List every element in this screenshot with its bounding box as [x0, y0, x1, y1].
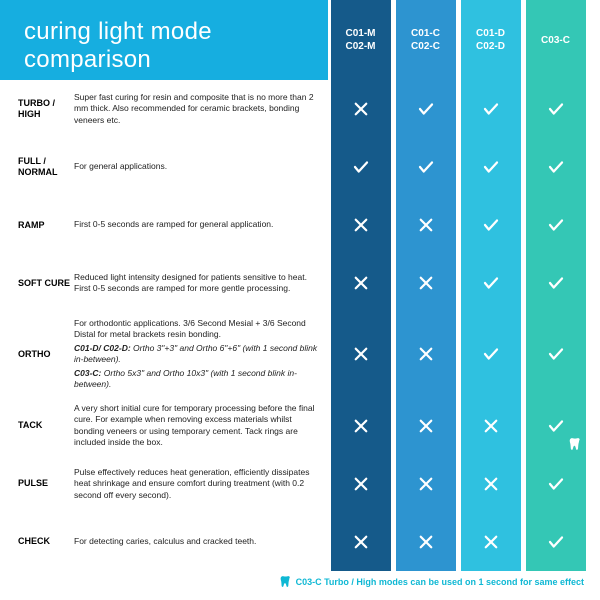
tooth-icon [568, 437, 582, 451]
cell-softcure-c01c [396, 254, 456, 312]
cell-ramp-c01c [396, 196, 456, 254]
cell-turbo-c01m [331, 80, 391, 138]
cell-tack-c01c [396, 397, 456, 455]
table-row: FULL / NORMALFor general applications. [0, 138, 588, 196]
cell-full-c01d [461, 138, 521, 196]
page-title: curing light mode comparison [0, 0, 328, 80]
cell-ramp-c01d [461, 196, 521, 254]
comparison-table: TURBO / HIGHSuper fast curing for resin … [0, 80, 600, 571]
cell-ortho-c01c [396, 312, 456, 397]
cell-turbo-c01c [396, 80, 456, 138]
row-desc-full: For general applications. [70, 138, 328, 196]
table-row: TURBO / HIGHSuper fast curing for resin … [0, 80, 588, 138]
cell-softcure-c03c [526, 254, 586, 312]
row-label-turbo: TURBO / HIGH [0, 80, 70, 138]
cell-pulse-c01m [331, 455, 391, 513]
row-label-pulse: PULSE [0, 455, 70, 513]
footer-text: C03-C Turbo / High modes can be used on … [296, 577, 584, 587]
row-desc-softcure: Reduced light intensity designed for pat… [70, 254, 328, 312]
row-label-full: FULL / NORMAL [0, 138, 70, 196]
row-label-tack: TACK [0, 397, 70, 455]
cell-ramp-c03c [526, 196, 586, 254]
table-row: PULSEPulse effectively reduces heat gene… [0, 455, 588, 513]
cell-full-c01m [331, 138, 391, 196]
table-row: SOFT CUREReduced light intensity designe… [0, 254, 588, 312]
cell-tack-c01d [461, 397, 521, 455]
cell-tack-c03c [526, 397, 586, 455]
cell-check-c01c [396, 513, 456, 571]
cell-softcure-c01m [331, 254, 391, 312]
column-header-c01c: C01-CC02-C [396, 0, 456, 80]
column-header-c01m: C01-MC02-M [331, 0, 391, 80]
row-desc-tack: A very short initial cure for temporary … [70, 397, 328, 455]
cell-softcure-c01d [461, 254, 521, 312]
cell-pulse-c03c [526, 455, 586, 513]
column-header-c03c: C03-C [526, 0, 586, 80]
cell-ortho-c01d [461, 312, 521, 397]
tooth-icon [279, 575, 292, 590]
cell-tack-c01m [331, 397, 391, 455]
row-label-softcure: SOFT CURE [0, 254, 70, 312]
header: curing light mode comparison C01-MC02-MC… [0, 0, 600, 80]
row-label-ramp: RAMP [0, 196, 70, 254]
cell-ortho-c03c [526, 312, 586, 397]
row-label-check: CHECK [0, 513, 70, 571]
cell-full-c01c [396, 138, 456, 196]
cell-turbo-c03c [526, 80, 586, 138]
table-row: CHECKFor detecting caries, calculus and … [0, 513, 588, 571]
row-desc-ortho: For orthodontic applications. 3/6 Second… [70, 312, 328, 397]
column-header-c01d: C01-DC02-D [461, 0, 521, 80]
table-row: ORTHOFor orthodontic applications. 3/6 S… [0, 312, 588, 397]
cell-ortho-c01m [331, 312, 391, 397]
cell-check-c03c [526, 513, 586, 571]
cell-ramp-c01m [331, 196, 391, 254]
cell-check-c01d [461, 513, 521, 571]
table-row: RAMPFirst 0-5 seconds are ramped for gen… [0, 196, 588, 254]
cell-full-c03c [526, 138, 586, 196]
cell-pulse-c01c [396, 455, 456, 513]
row-desc-check: For detecting caries, calculus and crack… [70, 513, 328, 571]
footer-note: C03-C Turbo / High modes can be used on … [0, 571, 600, 596]
cell-turbo-c01d [461, 80, 521, 138]
row-desc-turbo: Super fast curing for resin and composit… [70, 80, 328, 138]
table-row: TACKA very short initial cure for tempor… [0, 397, 588, 455]
row-label-ortho: ORTHO [0, 312, 70, 397]
row-desc-ramp: First 0-5 seconds are ramped for general… [70, 196, 328, 254]
cell-pulse-c01d [461, 455, 521, 513]
cell-check-c01m [331, 513, 391, 571]
row-desc-pulse: Pulse effectively reduces heat generatio… [70, 455, 328, 513]
